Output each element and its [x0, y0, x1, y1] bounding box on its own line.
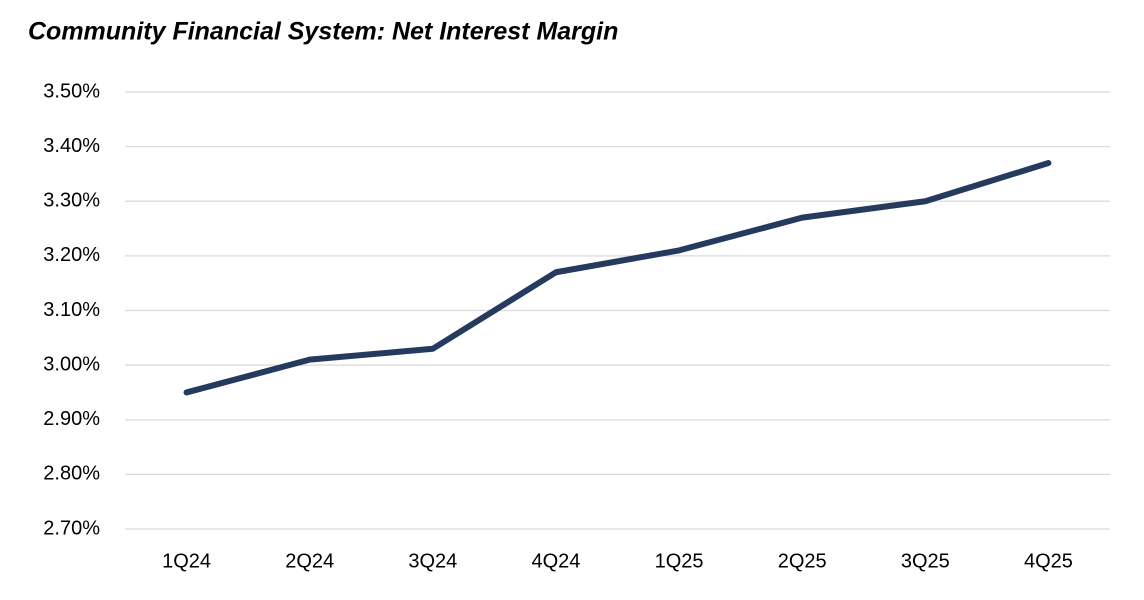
- x-tick-label: 1Q24: [162, 550, 211, 572]
- y-tick-label: 3.20%: [43, 244, 100, 266]
- y-tick-label: 2.90%: [43, 408, 100, 430]
- y-tick-label: 3.40%: [43, 135, 100, 157]
- x-tick-label: 4Q25: [1024, 550, 1073, 572]
- y-tick-label: 3.30%: [43, 190, 100, 212]
- y-tick-label: 3.00%: [43, 353, 100, 375]
- y-tick-label: 2.70%: [43, 517, 100, 539]
- y-tick-label: 2.80%: [43, 463, 100, 485]
- x-tick-label: 1Q25: [655, 550, 704, 572]
- y-tick-label: 3.50%: [43, 80, 100, 102]
- x-tick-label: 4Q24: [531, 550, 580, 572]
- data-line: [183, 160, 1052, 396]
- chart-title: Community Financial System: Net Interest…: [28, 18, 618, 46]
- x-tick-label: 3Q25: [901, 550, 950, 572]
- x-tick-label: 2Q24: [285, 550, 334, 572]
- x-tick-label: 2Q25: [778, 550, 827, 572]
- x-tick-label: 3Q24: [408, 550, 457, 572]
- y-tick-label: 3.10%: [43, 299, 100, 321]
